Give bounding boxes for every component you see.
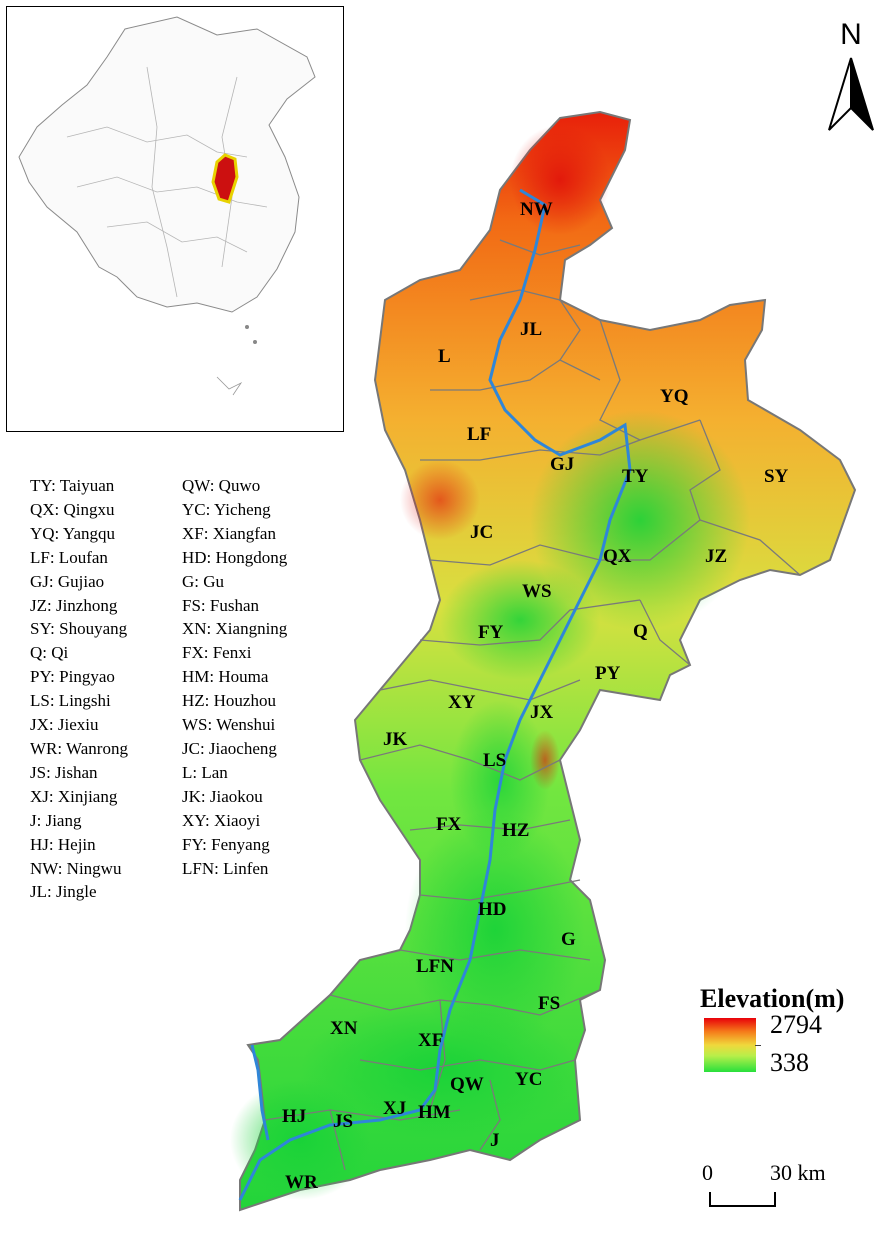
abbreviation-item: LS: Lingshi (30, 691, 111, 711)
abbreviation-item: TY: Taiyuan (30, 476, 115, 495)
county-label-yc: YC (515, 1069, 542, 1090)
abbreviation-item: JS: Jishan (30, 762, 98, 782)
abbreviation-item: XJ: Xinjiang (30, 786, 118, 806)
abbreviation-item: LFN: Linfen (182, 858, 269, 878)
yellow-river-segment (250, 1044, 270, 1141)
abbreviation-item: HD: Hongdong (182, 547, 288, 567)
elevation-tick (755, 1045, 761, 1046)
abbreviation-item: YC: Yicheng (182, 499, 271, 519)
abbreviation-item: G: Gu (182, 571, 225, 591)
county-label-xn: XN (330, 1018, 358, 1039)
county-label-qw: QW (450, 1074, 484, 1095)
county-label-hz: HZ (502, 820, 529, 841)
inset-map-china (6, 6, 344, 432)
north-arrow-icon (828, 57, 874, 131)
county-label-jz: JZ (705, 546, 727, 567)
county-label-xj: XJ (383, 1098, 406, 1119)
elevation-max-label: 2794 (770, 1010, 822, 1039)
county-label-lfn: LFN (416, 956, 454, 977)
county-boundaries (264, 239, 801, 1171)
abbreviation-item: YQ: Yangqu (30, 523, 116, 543)
county-label-xy: XY (448, 692, 476, 713)
abbreviation-item: JL: Jingle (30, 882, 97, 902)
county-label-hm: HM (418, 1102, 451, 1123)
county-label-group: NW JL L YQ LF GJ TY SY JC QX JZ WS FY Q … (282, 199, 789, 1193)
north-arrow: N (823, 18, 879, 138)
north-letter: N (840, 18, 862, 51)
fen-river (238, 188, 632, 1201)
county-label-ty: TY (622, 466, 649, 487)
scale-bar-end-label: 30 km (770, 1160, 826, 1185)
county-label-xf: XF (418, 1030, 443, 1051)
abbreviation-item: NW: Ningwu (30, 858, 122, 878)
abbreviation-item: WR: Wanrong (30, 738, 128, 758)
county-label-qx: QX (603, 546, 632, 567)
county-label-lf: LF (467, 424, 491, 445)
abbreviation-item: QW: Quwo (182, 476, 261, 495)
shanxi-highlight (211, 153, 239, 204)
county-label-yq: YQ (660, 386, 689, 407)
abbreviation-item: WS: Wenshui (182, 715, 276, 735)
county-label-ws: WS (522, 581, 552, 602)
china-outline (18, 16, 316, 396)
abbreviation-item: PY: Pingyao (30, 667, 115, 687)
abbreviation-item: L: Lan (182, 762, 228, 782)
abbreviation-item: HM: Houma (182, 667, 269, 687)
county-label-gj: GJ (550, 454, 574, 475)
scale-bar: 0 30 km (700, 1160, 840, 1220)
county-label-js: JS (333, 1111, 353, 1132)
abbreviation-item: SY: Shouyang (30, 619, 128, 639)
county-label-wr: WR (285, 1172, 318, 1193)
abbreviation-item: HZ: Houzhou (182, 691, 276, 711)
abbreviation-item: FX: Fenxi (182, 643, 252, 663)
elevation-legend-title: Elevation(m) (700, 984, 845, 1013)
abbreviation-item: GJ: Gujiao (30, 571, 105, 591)
elevation-min-label: 338 (770, 1048, 809, 1077)
scale-bar-start-label: 0 (702, 1160, 713, 1185)
abbreviation-item: JK: Jiaokou (182, 786, 263, 806)
county-label-jx: JX (530, 702, 554, 723)
abbreviation-item: XN: Xiangning (182, 619, 288, 639)
abbreviation-item: FY: Fenyang (182, 834, 270, 854)
elevation-color-bar (704, 1018, 756, 1072)
abbreviation-item: JC: Jiaocheng (182, 738, 277, 758)
county-label-fy: FY (478, 622, 504, 643)
county-label-q: Q (633, 621, 648, 642)
abbreviation-column-2: QW: Quwo YC: Yicheng XF: Xiangfan HD: Ho… (182, 474, 287, 880)
county-label-py: PY (595, 663, 621, 684)
county-label-j: J (490, 1130, 500, 1151)
county-label-ls: LS (483, 750, 506, 771)
abbreviation-column-1: TY: Taiyuan QX: Qingxu YQ: Yangqu LF: Lo… (30, 474, 128, 904)
county-label-nw: NW (520, 199, 553, 220)
county-label-fs: FS (538, 993, 560, 1014)
abbreviation-item: J: Jiang (30, 810, 82, 830)
county-label-fx: FX (436, 814, 462, 835)
county-label-jc: JC (470, 522, 493, 543)
abbreviation-item: XF: Xiangfan (182, 523, 276, 543)
abbreviation-item: HJ: Hejin (30, 834, 96, 854)
abbreviation-item: QX: Qingxu (30, 499, 115, 519)
county-label-hd: HD (478, 899, 507, 920)
county-label-hj: HJ (282, 1106, 306, 1127)
abbreviation-item: LF: Loufan (30, 547, 108, 567)
county-label-g: G (561, 929, 576, 950)
county-label-l: L (438, 346, 451, 367)
abbreviation-item: Q: Qi (30, 643, 69, 663)
county-label-jk: JK (383, 729, 408, 750)
scale-bar-line (709, 1192, 776, 1207)
abbreviation-item: FS: Fushan (182, 595, 259, 615)
abbreviation-item: XY: Xiaoyi (182, 810, 261, 830)
county-label-jl: JL (520, 319, 542, 340)
county-label-sy: SY (764, 466, 789, 487)
abbreviation-item: JZ: Jinzhong (30, 595, 118, 615)
abbreviation-item: JX: Jiexiu (30, 715, 99, 735)
